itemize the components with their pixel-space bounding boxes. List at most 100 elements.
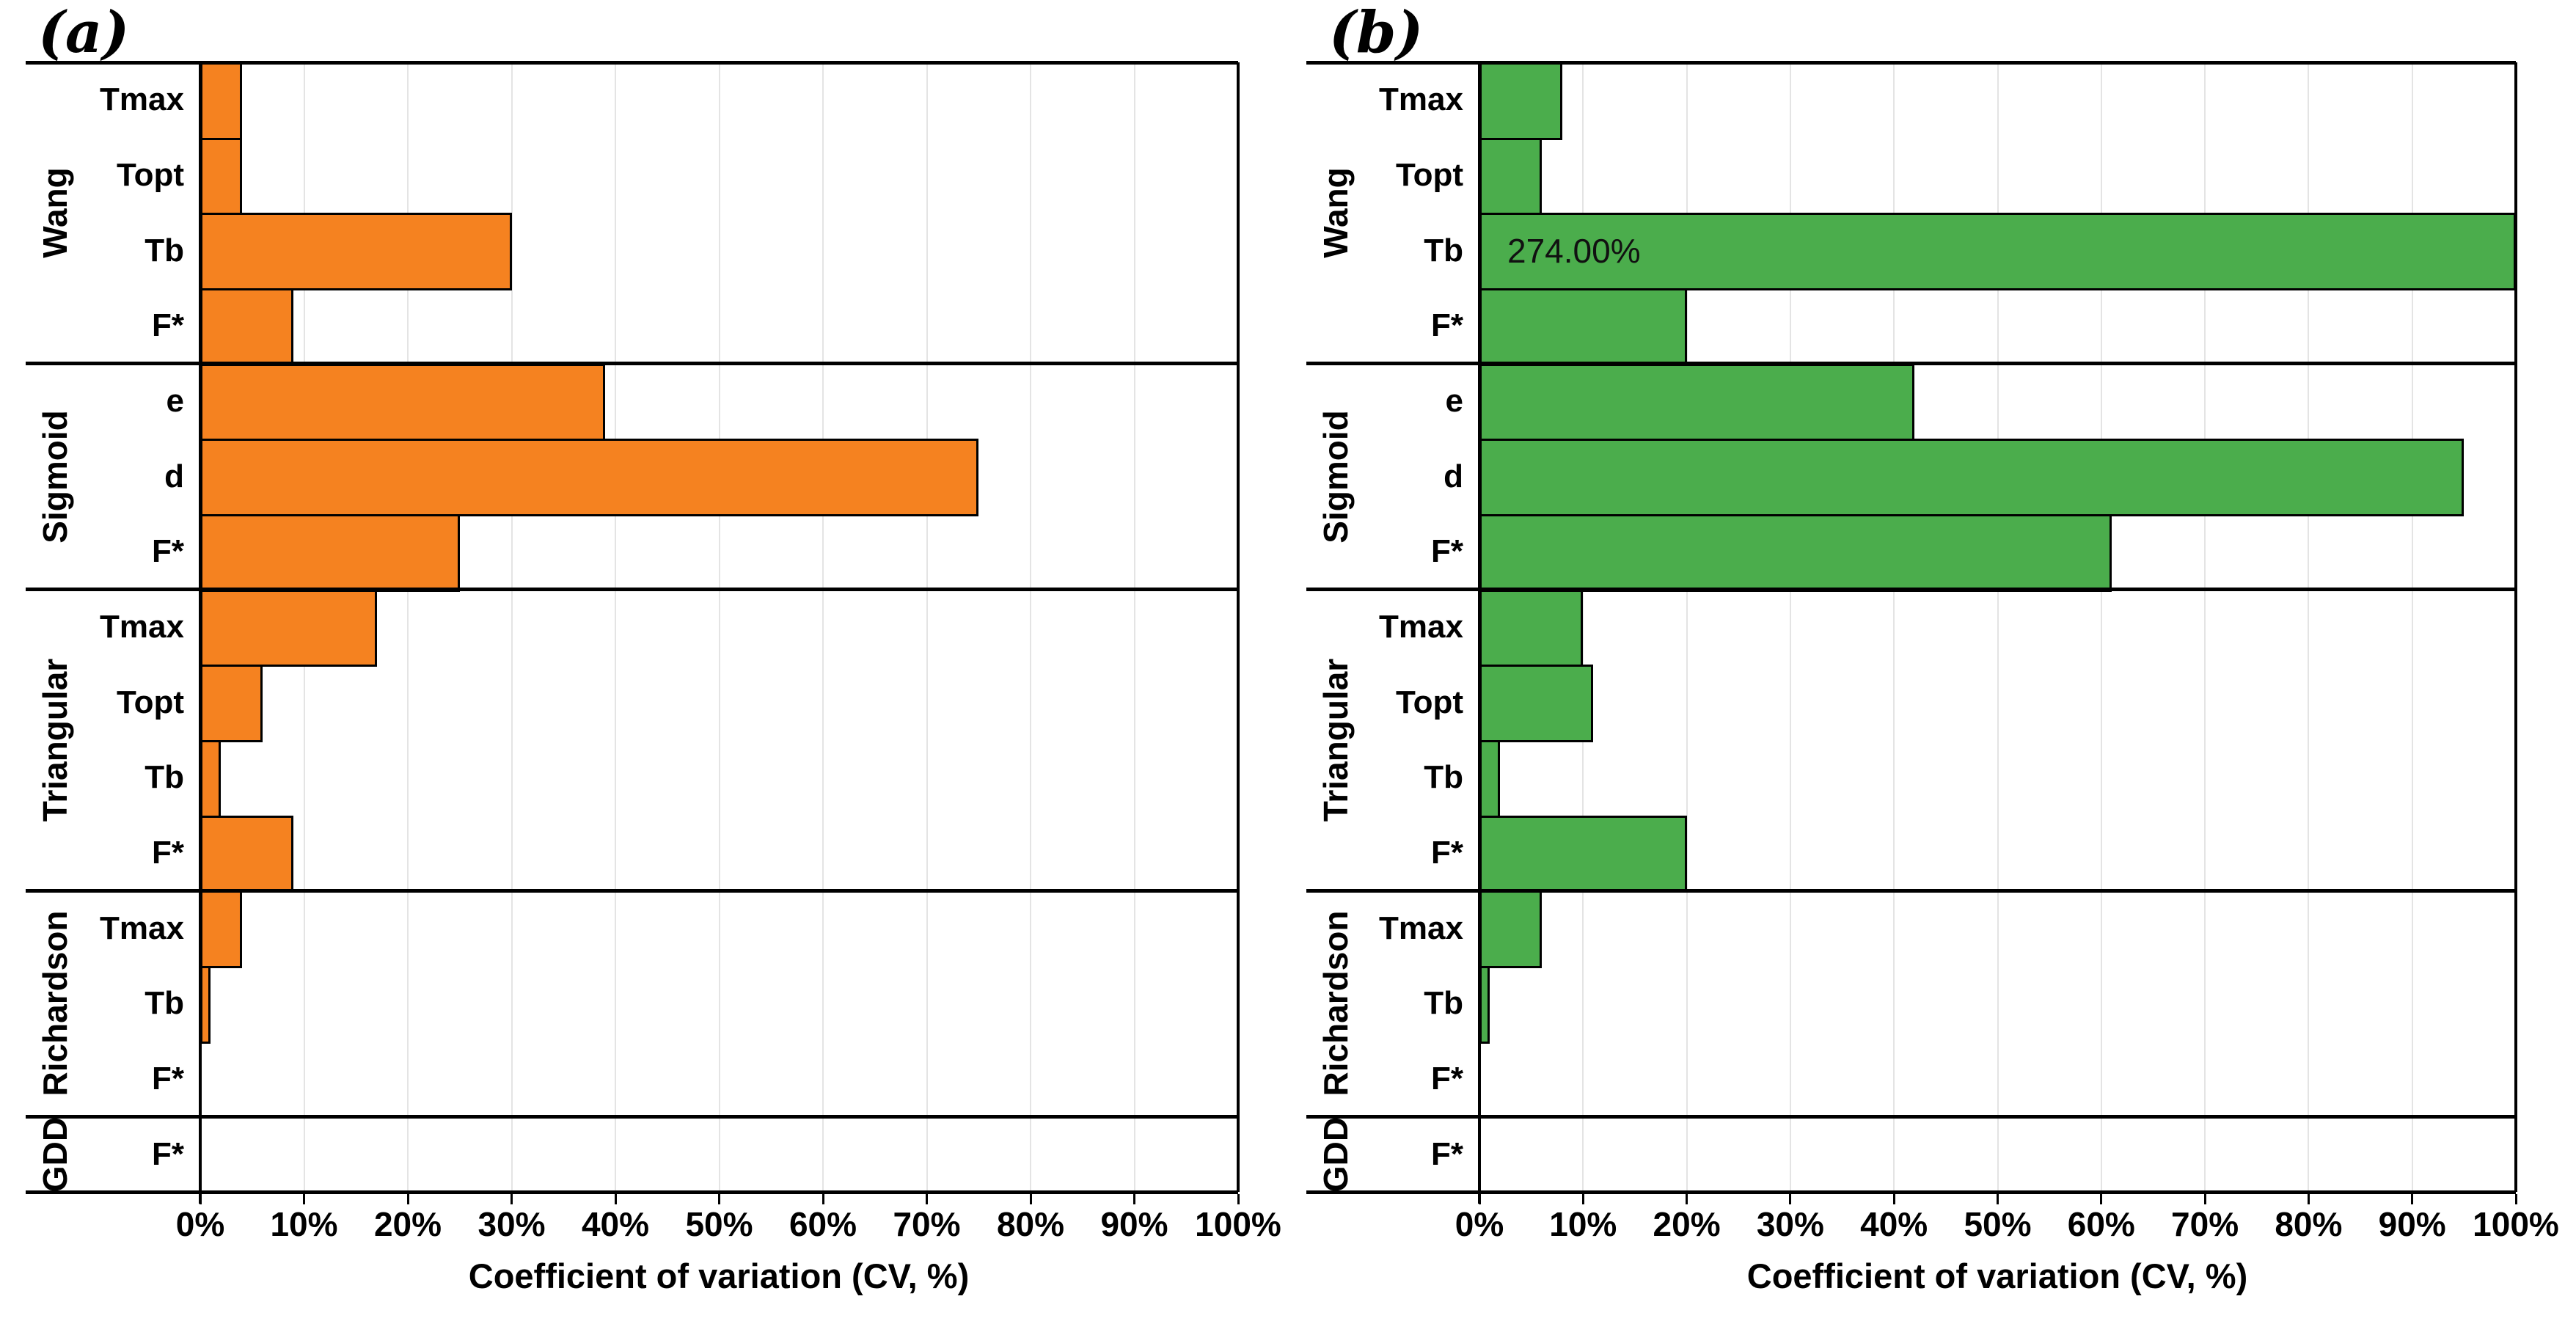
row-label-a-tmax: Tmax xyxy=(100,910,184,946)
gridline-b-20 xyxy=(1686,62,1688,1192)
x-tick-mark-b-3 xyxy=(1789,1194,1792,1204)
x-tick-label-a-30: 30% xyxy=(477,1205,546,1243)
x-tick-label-b-10: 10% xyxy=(1549,1205,1617,1243)
plot-top-border-a xyxy=(26,60,1238,65)
bar-value-label-b: 274.00% xyxy=(1507,231,1641,270)
gridline-b-30 xyxy=(1789,62,1791,1192)
plot-right-border-a xyxy=(1237,62,1240,1192)
row-label-b-tmax: Tmax xyxy=(1379,910,1463,946)
x-tick-mark-b-7 xyxy=(2203,1194,2206,1204)
group-separator-a xyxy=(26,362,1238,366)
group-label-a-triangular: Triangular xyxy=(36,658,74,822)
row-label-b-tmax: Tmax xyxy=(1379,81,1463,118)
x-tick-label-b-80: 80% xyxy=(2275,1205,2343,1243)
row-label-b-e: e xyxy=(1445,382,1463,419)
row-label-a-f: F* xyxy=(152,307,184,344)
x-tick-mark-a-10 xyxy=(1237,1194,1240,1204)
bar-a-triangular-f xyxy=(200,815,294,893)
x-tick-label-b-60: 60% xyxy=(2067,1205,2135,1243)
row-label-a-f: F* xyxy=(152,834,184,871)
group-separator-b xyxy=(1306,362,2516,366)
row-label-b-tb: Tb xyxy=(1424,985,1463,1022)
y-axis-line-a xyxy=(199,62,202,1204)
x-tick-mark-b-1 xyxy=(1581,1194,1584,1204)
bar-a-triangular-tb xyxy=(200,740,222,818)
row-label-b-tmax: Tmax xyxy=(1379,608,1463,645)
bar-a-sigmoid-e xyxy=(200,363,605,442)
row-label-a-topt: Topt xyxy=(116,156,184,193)
gridline-a-90 xyxy=(1133,62,1135,1192)
group-label-a-sigmoid: Sigmoid xyxy=(36,409,74,544)
bar-b-triangular-tb xyxy=(1479,740,1501,818)
group-separator-a xyxy=(26,888,1238,893)
x-tick-mark-a-7 xyxy=(926,1194,928,1204)
row-label-b-f: F* xyxy=(1431,834,1463,871)
x-tick-label-b-20: 20% xyxy=(1653,1205,1721,1243)
bar-a-triangular-tmax xyxy=(200,589,377,667)
row-label-a-f: F* xyxy=(152,1135,184,1172)
row-label-b-f: F* xyxy=(1431,533,1463,570)
row-label-b-tb: Tb xyxy=(1424,232,1463,268)
plot-bottom-border-b xyxy=(1306,1190,2516,1194)
y-axis-line-b xyxy=(1478,62,1481,1204)
x-tick-label-a-90: 90% xyxy=(1100,1205,1168,1243)
row-label-b-topt: Topt xyxy=(1395,156,1463,193)
group-label-a-wang: Wang xyxy=(36,167,74,259)
bar-b-sigmoid-e xyxy=(1479,363,1915,442)
plot-top-border-b xyxy=(1306,60,2516,65)
x-tick-mark-b-8 xyxy=(2307,1194,2310,1204)
bar-a-wang-tb xyxy=(200,213,512,290)
row-label-b-f: F* xyxy=(1431,307,1463,344)
x-tick-label-a-100: 100% xyxy=(1195,1205,1281,1243)
row-label-a-d: d xyxy=(164,458,184,494)
x-tick-mark-a-4 xyxy=(614,1194,617,1204)
x-tick-mark-a-2 xyxy=(406,1194,409,1204)
group-label-b-gdd: GDD xyxy=(1317,1116,1355,1192)
gridline-b-40 xyxy=(1893,62,1895,1192)
x-tick-mark-b-2 xyxy=(1686,1194,1688,1204)
x-tick-label-a-60: 60% xyxy=(788,1205,857,1243)
x-tick-mark-a-5 xyxy=(718,1194,720,1204)
x-tick-mark-a-9 xyxy=(1133,1194,1135,1204)
x-tick-mark-b-6 xyxy=(2100,1194,2103,1204)
gridline-a-40 xyxy=(615,62,616,1192)
group-label-b-wang: Wang xyxy=(1317,167,1355,259)
group-label-b-richardson: Richardson xyxy=(1317,910,1355,1097)
group-separator-a xyxy=(26,1114,1238,1119)
row-label-a-f: F* xyxy=(152,533,184,570)
x-tick-mark-a-1 xyxy=(303,1194,305,1204)
x-tick-mark-b-4 xyxy=(1892,1194,1895,1204)
bar-b-triangular-tmax xyxy=(1479,589,1584,667)
bar-a-wang-topt xyxy=(200,137,242,216)
x-tick-label-b-70: 70% xyxy=(2171,1205,2239,1243)
x-tick-label-a-40: 40% xyxy=(581,1205,650,1243)
bar-b-richardson-tb xyxy=(1479,966,1490,1044)
bar-b-triangular-f xyxy=(1479,815,1687,893)
group-separator-b xyxy=(1306,588,2516,592)
bar-b-richardson-tmax xyxy=(1479,890,1542,968)
group-label-b-triangular: Triangular xyxy=(1317,658,1355,822)
group-label-b-sigmoid: Sigmoid xyxy=(1317,409,1355,544)
group-separator-a xyxy=(26,588,1238,592)
x-tick-mark-a-0 xyxy=(199,1194,202,1204)
bar-b-wang-tb xyxy=(1479,213,2516,290)
row-label-a-tb: Tb xyxy=(144,985,184,1022)
group-label-a-richardson: Richardson xyxy=(36,910,74,1097)
bar-a-wang-tmax xyxy=(200,62,242,140)
x-tick-label-b-50: 50% xyxy=(1964,1205,2032,1243)
gridline-a-30 xyxy=(511,62,513,1192)
row-label-a-topt: Topt xyxy=(116,684,184,720)
x-tick-label-a-10: 10% xyxy=(270,1205,338,1243)
bar-b-triangular-topt xyxy=(1479,665,1594,742)
gridline-a-70 xyxy=(926,62,928,1192)
x-tick-label-a-0: 0% xyxy=(175,1205,225,1243)
row-label-b-f: F* xyxy=(1431,1135,1463,1172)
gridline-a-50 xyxy=(718,62,720,1192)
panel-a-letter: (a) xyxy=(38,0,130,66)
group-separator-b xyxy=(1306,888,2516,893)
panel-a-x-axis-title: Coefficient of variation (CV, %) xyxy=(468,1256,970,1295)
bar-a-sigmoid-d xyxy=(200,439,979,516)
bar-b-wang-tmax xyxy=(1479,62,1563,140)
x-tick-label-b-40: 40% xyxy=(1860,1205,1928,1243)
